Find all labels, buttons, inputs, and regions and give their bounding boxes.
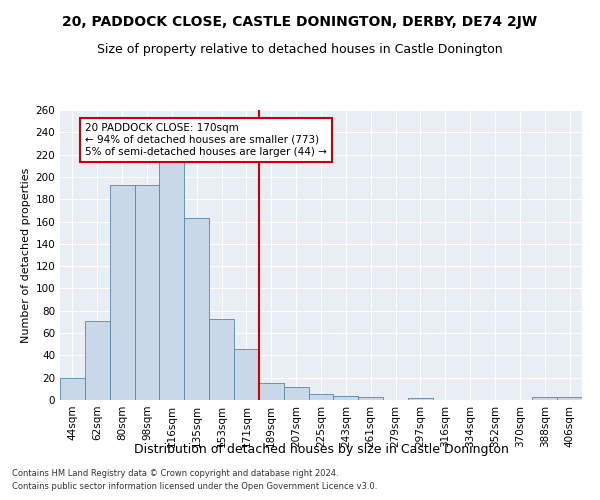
Text: 20, PADDOCK CLOSE, CASTLE DONINGTON, DERBY, DE74 2JW: 20, PADDOCK CLOSE, CASTLE DONINGTON, DER…	[62, 15, 538, 29]
Bar	[408, 398, 433, 400]
Text: Size of property relative to detached houses in Castle Donington: Size of property relative to detached ho…	[97, 42, 503, 56]
Text: Contains HM Land Registry data © Crown copyright and database right 2024.: Contains HM Land Registry data © Crown c…	[12, 468, 338, 477]
Bar	[358, 396, 383, 400]
Bar	[160, 160, 184, 400]
Bar	[259, 384, 284, 400]
Bar	[532, 396, 557, 400]
Bar	[184, 218, 209, 400]
Bar	[134, 184, 160, 400]
Y-axis label: Number of detached properties: Number of detached properties	[21, 168, 31, 342]
Text: Contains public sector information licensed under the Open Government Licence v3: Contains public sector information licen…	[12, 482, 377, 491]
Text: Distribution of detached houses by size in Castle Donington: Distribution of detached houses by size …	[134, 442, 508, 456]
Bar	[85, 321, 110, 400]
Bar	[557, 396, 582, 400]
Text: 20 PADDOCK CLOSE: 170sqm
← 94% of detached houses are smaller (773)
5% of semi-d: 20 PADDOCK CLOSE: 170sqm ← 94% of detach…	[85, 124, 327, 156]
Bar	[234, 348, 259, 400]
Bar	[284, 386, 308, 400]
Bar	[334, 396, 358, 400]
Bar	[209, 318, 234, 400]
Bar	[110, 184, 134, 400]
Bar	[60, 378, 85, 400]
Bar	[308, 394, 334, 400]
